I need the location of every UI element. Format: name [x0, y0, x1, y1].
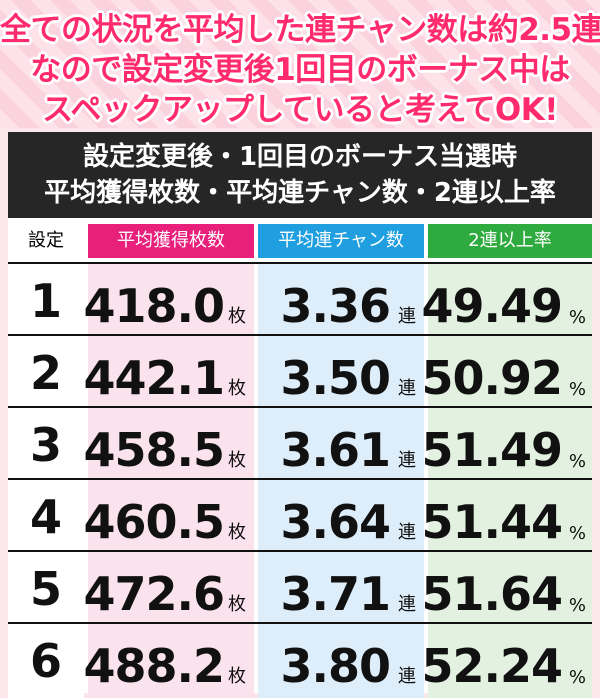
setting-cell: 3: [8, 408, 84, 482]
streak-unit: 連: [398, 522, 416, 543]
streak-unit: 連: [398, 666, 416, 687]
percent-unit: %: [568, 667, 586, 688]
table-row: 2 442.1 枚 3.50 連 50.92%: [8, 334, 592, 410]
headline-line-2: なので設定変更後1回目のボーナス中は: [30, 52, 570, 88]
avg-medals-value: 418.0: [83, 279, 225, 333]
avg-streak-cell: 3.71 連: [258, 552, 424, 626]
table-title-line-1: 設定変更後・1回目のボーナス当選時: [82, 142, 518, 172]
avg-streak-value: 3.64: [280, 495, 391, 549]
rate-2plus-value: 50.92: [421, 351, 563, 405]
avg-streak-cell: 3.50 連: [258, 336, 424, 410]
avg-streak-value: 3.80: [280, 639, 391, 693]
column-header-setting: 設定: [8, 224, 84, 258]
streak-unit: 連: [398, 450, 416, 471]
avg-streak-value: 3.36: [280, 279, 391, 333]
rate-2plus-cell: 51.49%: [421, 408, 592, 482]
setting-cell: 1: [8, 264, 84, 338]
rate-2plus-cell: 51.64%: [421, 552, 592, 626]
rate-2plus-cell: 50.92%: [421, 336, 592, 410]
stats-table: 設定変更後・1回目のボーナス当選時 平均獲得枚数・平均連チャン数・2連以上率 設…: [8, 132, 592, 698]
setting-cell: 5: [8, 552, 84, 626]
avg-streak-cell: 3.80 連: [258, 624, 424, 698]
avg-medals-cell: 472.6 枚: [83, 552, 254, 626]
avg-medals-value: 488.2: [83, 639, 225, 693]
setting-cell: 6: [8, 624, 84, 698]
medals-unit: 枚: [228, 594, 246, 615]
setting-number: 5: [29, 562, 62, 616]
avg-medals-cell: 460.5 枚: [83, 480, 254, 554]
rate-2plus-cell: 52.24%: [421, 624, 592, 698]
rate-2plus-cell: 51.44%: [421, 480, 592, 554]
column-header-rate-2plus: 2連以上率: [428, 224, 592, 258]
medals-unit: 枚: [228, 666, 246, 687]
percent-unit: %: [568, 595, 586, 616]
percent-unit: %: [568, 451, 586, 472]
rate-2plus-cell: 49.49%: [421, 264, 592, 338]
medals-unit: 枚: [228, 306, 246, 327]
avg-streak-cell: 3.36 連: [258, 264, 424, 338]
streak-unit: 連: [398, 306, 416, 327]
setting-cell: 4: [8, 480, 84, 554]
medals-unit: 枚: [228, 450, 246, 471]
medals-unit: 枚: [228, 378, 246, 399]
streak-unit: 連: [398, 594, 416, 615]
table-row: 5 472.6 枚 3.71 連 51.64%: [8, 550, 592, 626]
percent-unit: %: [568, 523, 586, 544]
avg-medals-cell: 418.0 枚: [83, 264, 254, 338]
column-header-avg-streak: 平均連チャン数: [258, 224, 424, 258]
rate-2plus-value: 51.49: [421, 423, 563, 477]
table-row: 4 460.5 枚 3.64 連 51.44%: [8, 478, 592, 554]
avg-medals-value: 458.5: [83, 423, 225, 477]
avg-medals-cell: 488.2 枚: [83, 624, 254, 698]
avg-medals-cell: 458.5 枚: [83, 408, 254, 482]
avg-medals-value: 442.1: [83, 351, 225, 405]
table-row: 6 488.2 枚 3.80 連 52.24%: [8, 622, 592, 698]
setting-number: 2: [29, 346, 62, 400]
rate-2plus-value: 51.44: [421, 495, 563, 549]
percent-unit: %: [568, 379, 586, 400]
rate-2plus-value: 52.24: [421, 639, 563, 693]
avg-medals-cell: 442.1 枚: [83, 336, 254, 410]
avg-streak-cell: 3.64 連: [258, 480, 424, 554]
headline-line-3: スペックアップしていると考えてOK!: [42, 92, 558, 128]
rate-2plus-value: 49.49: [421, 279, 563, 333]
avg-streak-value: 3.71: [280, 567, 391, 621]
avg-streak-cell: 3.61 連: [258, 408, 424, 482]
setting-number: 4: [29, 490, 62, 544]
avg-medals-value: 460.5: [83, 495, 225, 549]
setting-number: 6: [29, 634, 62, 688]
headline-line-1: 全ての状況を平均した連チャン数は約2.5連: [0, 12, 600, 48]
avg-streak-value: 3.50: [280, 351, 391, 405]
column-header-avg-medals: 平均獲得枚数: [88, 224, 254, 258]
rate-2plus-value: 51.64: [421, 567, 563, 621]
table-title: 設定変更後・1回目のボーナス当選時 平均獲得枚数・平均連チャン数・2連以上率: [8, 132, 592, 218]
setting-number: 1: [29, 274, 62, 328]
setting-cell: 2: [8, 336, 84, 410]
avg-streak-value: 3.61: [280, 423, 391, 477]
table-title-line-2: 平均獲得枚数・平均連チャン数・2連以上率: [44, 178, 556, 208]
percent-unit: %: [568, 307, 586, 328]
streak-unit: 連: [398, 378, 416, 399]
table-row: 3 458.5 枚 3.61 連 51.49%: [8, 406, 592, 482]
medals-unit: 枚: [228, 522, 246, 543]
setting-number: 3: [29, 418, 62, 472]
table-row: 1 418.0 枚 3.36 連 49.49%: [8, 262, 592, 338]
avg-medals-value: 472.6: [83, 567, 225, 621]
headline-banner: 全ての状況を平均した連チャン数は約2.5連 なので設定変更後1回目のボーナス中は…: [0, 0, 600, 128]
